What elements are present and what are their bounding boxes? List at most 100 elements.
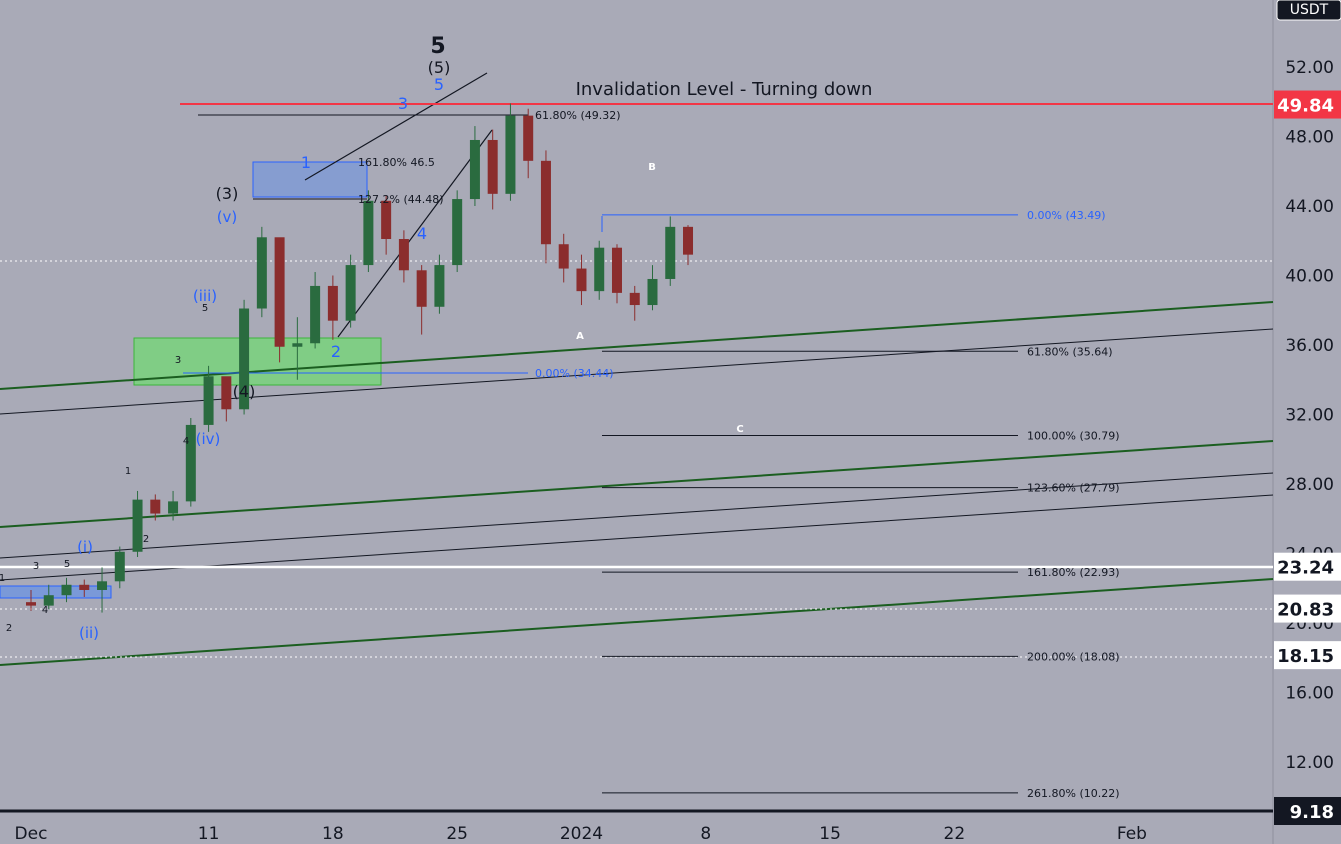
fib-right-label: 261.80% (10.22) (1027, 787, 1120, 800)
fib-ext2-label: 127.2% (44.48) (358, 193, 444, 206)
candle-body (79, 584, 90, 590)
candle-body (274, 237, 285, 347)
wave-label-C: C (736, 424, 743, 435)
wave-4-paren: (4) (233, 382, 256, 401)
candle-body (505, 115, 516, 194)
price-tick-label: 52.00 (1285, 58, 1334, 78)
candle-body (487, 139, 498, 194)
candle-body (221, 376, 232, 410)
wave-small-2: 2 (143, 534, 149, 545)
wave-5-major: 5 (430, 34, 445, 59)
wave-3-paren: (3) (216, 184, 239, 203)
candle-body (345, 265, 356, 321)
wave-i-blue: (i) (77, 538, 93, 556)
candles (26, 103, 694, 613)
candle-body (576, 268, 587, 292)
resistance-zone-blue (252, 161, 368, 198)
fib-right-label: 0.00% (43.49) (1027, 209, 1106, 222)
time-axis-panel[interactable] (0, 814, 1273, 844)
candle-body (185, 424, 196, 502)
currency-badge[interactable] (1276, 0, 1341, 21)
candle-body (416, 270, 427, 307)
time-tick-label: 8 (700, 824, 711, 844)
early-zone-blue (0, 585, 112, 599)
price-badge (1274, 552, 1341, 581)
fib-upper-label: 61.80% (49.32) (535, 109, 621, 122)
channel-line-black-2 (0, 472, 1274, 559)
candle-body (611, 247, 622, 293)
price-badge (1274, 641, 1341, 670)
candle-body (594, 247, 605, 292)
wave-ii-blue: (ii) (79, 624, 99, 642)
price-axis-panel[interactable] (1273, 0, 1341, 844)
price-badge (1274, 796, 1341, 825)
candle-body (97, 581, 108, 590)
price-ticks: 52.0048.0044.0040.0036.0032.0028.0024.00… (1285, 58, 1334, 773)
candle-body (327, 285, 338, 321)
wave-small-4: 4 (183, 436, 189, 447)
price-badges: 49.84 23.24 20.83 18.15 9.18 (1274, 90, 1341, 825)
candle-body (132, 499, 143, 552)
wave-5-paren: (5) (428, 58, 451, 77)
currency-label: USDT (1290, 2, 1329, 18)
candle-body (43, 595, 54, 606)
time-tick-label: 2024 (560, 824, 603, 844)
time-ticks: Dec 11 18 25 2024 8 15 22 Feb (15, 824, 1147, 844)
wave-small-5b: 5 (64, 559, 70, 570)
price-tick-label: 36.00 (1285, 336, 1334, 356)
time-tick-label: Dec (15, 824, 48, 844)
channel-line-green-upper (0, 301, 1274, 390)
price-tick-label: 40.00 (1285, 267, 1334, 287)
price-tick-label: 48.00 (1285, 128, 1334, 148)
channel-line-green-lower (0, 578, 1274, 666)
wave-small-3: 3 (175, 355, 181, 366)
candle-body (629, 292, 640, 306)
time-tick-label: 22 (944, 824, 966, 844)
candle-body (647, 278, 658, 306)
price-tick-label: 28.00 (1285, 475, 1334, 495)
price-badge-label: 23.24 (1277, 558, 1334, 579)
fib-ext1-label: 161.80% 46.5 (358, 156, 435, 169)
candle-body (434, 265, 445, 307)
fib-right-label: 200.00% (18.08) (1027, 650, 1120, 663)
fib-right-label: 100.00% (30.79) (1027, 430, 1120, 443)
wave-label-A: A (576, 331, 584, 342)
wave-v-blue: (v) (217, 208, 238, 226)
wave-iii-blue: (iii) (193, 287, 217, 305)
time-tick-label: 25 (446, 824, 468, 844)
candle-body (310, 285, 321, 344)
wave-label-B: B (648, 162, 656, 173)
candle-body (26, 602, 36, 606)
wave-3-blue: 3 (398, 94, 408, 113)
wave-4-blue: 4 (417, 224, 427, 243)
candle-body (203, 376, 214, 425)
candle-body (61, 584, 72, 596)
plot-area[interactable] (0, 0, 1273, 814)
wave-2-blue: 2 (331, 342, 341, 361)
channel-line-green-middle (0, 440, 1274, 528)
candle-body (469, 139, 480, 200)
candle-body (683, 226, 694, 255)
candle-body (398, 239, 409, 271)
wave-small-5: 5 (202, 303, 208, 314)
price-badge-label: 20.83 (1277, 600, 1334, 621)
price-tick-label: 32.00 (1285, 406, 1334, 426)
wave-small-2b: 2 (6, 623, 12, 634)
time-tick-label: 15 (819, 824, 841, 844)
candle-body (452, 199, 463, 266)
fib-right-label: 123.60% (27.79) (1027, 482, 1120, 495)
candle-body (256, 237, 267, 309)
wave-small-4b: 4 (42, 605, 48, 616)
time-tick-label: 18 (322, 824, 344, 844)
candle-body (540, 160, 551, 245)
price-badge-label: 18.15 (1277, 646, 1334, 667)
wave-small-1: 1 (125, 466, 131, 477)
price-tick-label: 44.00 (1285, 197, 1334, 217)
wedge-upper-line (304, 72, 488, 181)
fib-zero-low-label: 0.00% (34.44) (535, 367, 614, 380)
wave-small-1b: 1 (0, 573, 5, 584)
wedge-lower-line (337, 129, 493, 338)
price-badge (1274, 594, 1341, 623)
candle-body (665, 226, 676, 279)
